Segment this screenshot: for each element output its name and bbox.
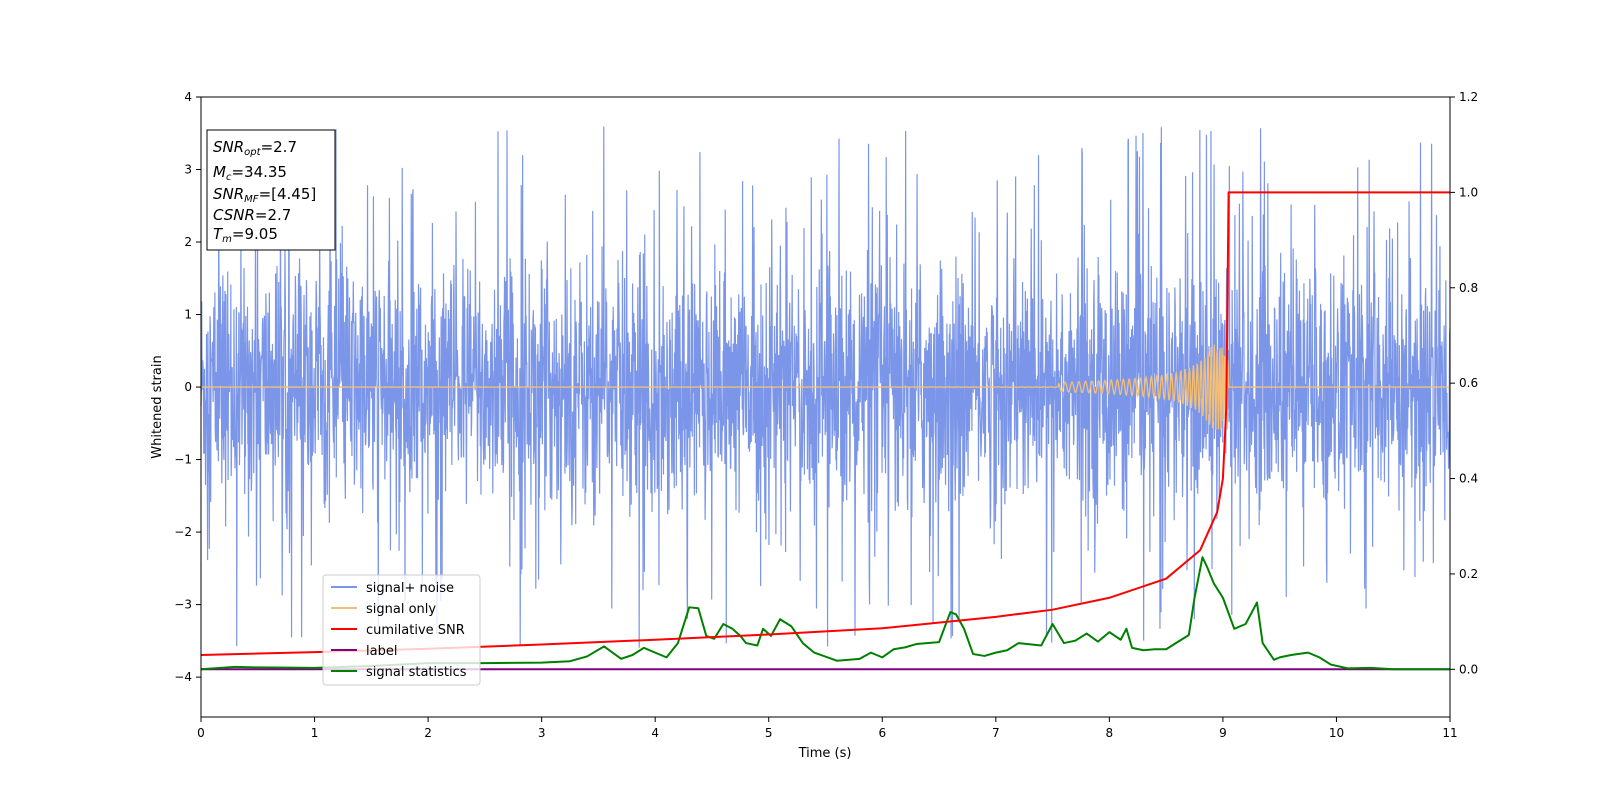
y-axis-label: Whitened strain [150, 355, 165, 458]
x-axis: 0 1 2 3 4 5 6 7 8 9 10 11 [197, 717, 1458, 740]
plot-frame [200, 96, 1451, 718]
y-tick-label: 1 [184, 308, 192, 322]
info-tm-symbol: T [213, 225, 224, 243]
y2-tick-label: 0.2 [1459, 567, 1478, 581]
y-tick-label: 3 [184, 163, 192, 177]
y2-tick-label: 0.6 [1459, 376, 1478, 390]
y-tick-label: −3 [174, 598, 192, 612]
legend-label-signal-noise: signal+ noise [366, 581, 454, 596]
x-tick-label: 0 [197, 726, 205, 740]
y-tick-label: −1 [174, 453, 192, 467]
x-tick-label: 1 [311, 726, 319, 740]
info-tm-sub: m [222, 234, 232, 245]
series-signal-noise-line [200, 126, 1451, 648]
info-snr-mf-sub: MF [244, 194, 259, 205]
info-tm: Tm=9.05 [213, 225, 278, 245]
series-signal-statistics-line [200, 556, 1450, 671]
y-tick-label: 2 [184, 235, 192, 249]
info-snr-opt-symbol: SNR [213, 138, 244, 156]
x-tick-label: 11 [1442, 726, 1457, 740]
x-tick-label: 8 [1106, 726, 1114, 740]
info-csnr-value: =2.7 [255, 206, 291, 224]
y-tick-label: −2 [174, 525, 192, 539]
y-axis-right: 1.2 1.0 0.8 0.6 0.4 0.2 0.0 [1450, 90, 1478, 676]
y2-tick-label: 1.2 [1459, 90, 1478, 104]
series-cumulative-snr-line [200, 191, 1450, 656]
x-tick-label: 2 [424, 726, 432, 740]
legend-label-signal-statistics: signal statistics [366, 665, 467, 680]
y2-tick-label: 0.0 [1459, 662, 1478, 676]
x-axis-label: Time (s) [798, 746, 852, 761]
info-snr-opt-value: =2.7 [261, 138, 297, 156]
info-mc-sub: c [226, 172, 232, 183]
info-box: SNRopt=2.7 Mc=34.35 SNRMF=[4.45] CSNR=2.… [206, 129, 336, 251]
legend-frame [322, 574, 481, 686]
info-tm-value: =9.05 [232, 225, 278, 243]
legend-label-cumulative-snr: cumilative SNR [366, 623, 465, 638]
info-mc-symbol: M [213, 163, 226, 181]
info-snr-opt: SNRopt=2.7 [213, 138, 297, 158]
series-signal-only-line [201, 344, 1450, 431]
x-tick-label: 4 [651, 726, 659, 740]
legend-label-signal-only: signal only [366, 602, 436, 617]
y-axis-left: 4 3 2 1 0 −1 −2 −3 −4 [174, 90, 201, 684]
x-tick-label: 6 [878, 726, 886, 740]
legend-label-label: label [366, 644, 397, 659]
y2-tick-label: 1.0 [1459, 185, 1478, 199]
info-snr-mf: SNRMF=[4.45] [213, 185, 316, 205]
info-csnr: CSNR=2.7 [213, 206, 291, 224]
y2-tick-label: 0.4 [1459, 472, 1478, 486]
legend: signal+ noise signal only cumilative SNR… [322, 574, 481, 686]
y-tick-label: −4 [174, 670, 192, 684]
info-mc: Mc=34.35 [213, 163, 287, 183]
info-mc-value: =34.35 [231, 163, 287, 181]
info-snr-mf-value: =[4.45] [259, 185, 317, 203]
y2-tick-label: 0.8 [1459, 281, 1478, 295]
x-tick-label: 9 [1219, 726, 1227, 740]
y-tick-label: 4 [184, 90, 192, 104]
info-snr-opt-sub: opt [244, 147, 261, 158]
x-tick-label: 3 [538, 726, 546, 740]
info-snr-mf-symbol: SNR [213, 185, 244, 203]
x-tick-label: 5 [765, 726, 773, 740]
x-tick-label: 10 [1329, 726, 1344, 740]
info-box-frame [206, 129, 336, 251]
y-tick-label: 0 [184, 380, 192, 394]
info-csnr-symbol: CSNR [213, 206, 255, 224]
x-tick-label: 7 [992, 726, 1000, 740]
